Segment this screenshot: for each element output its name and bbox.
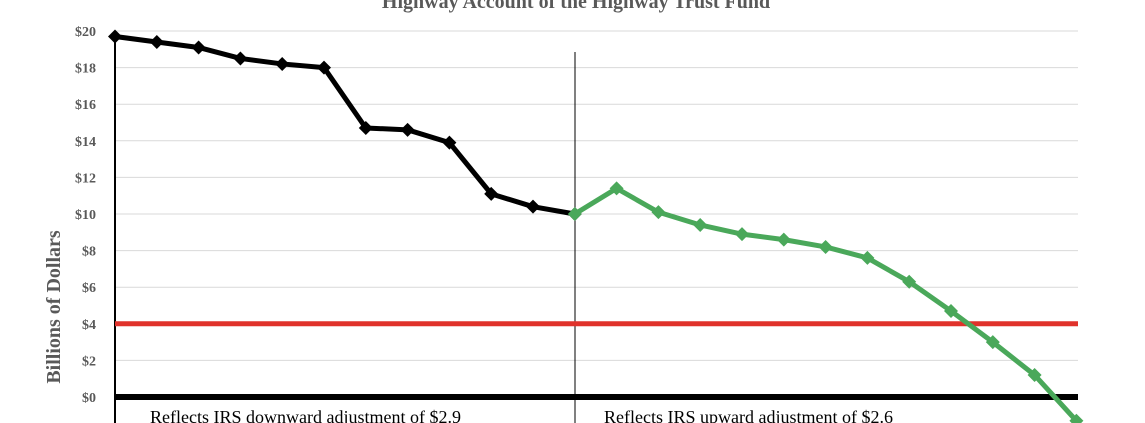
data-point	[693, 217, 708, 232]
data-point	[735, 227, 749, 242]
gridlines	[115, 30, 1078, 361]
annotation-downward-adjustment: Reflects IRS downward adjustment of $2.9	[150, 407, 461, 423]
data-point	[442, 135, 457, 150]
series-line-1	[114, 34, 576, 217]
data-point	[400, 122, 415, 137]
data-point	[1027, 368, 1042, 383]
y-tick-label: $16	[75, 98, 96, 113]
data-point	[609, 181, 624, 196]
data-point	[818, 239, 833, 254]
y-tick-label: $12	[75, 171, 96, 186]
y-tick-labels: $0 $2 $4 $6 $8 $10 $12 $14 $16 $18 $20	[75, 25, 96, 406]
data-point	[275, 56, 290, 71]
series-layer	[108, 29, 1084, 423]
y-tick-label: $4	[82, 318, 96, 333]
y-tick-label: $6	[82, 281, 96, 296]
data-point	[860, 250, 875, 265]
data-point	[651, 205, 666, 220]
y-tick-label: $14	[75, 135, 96, 150]
data-point	[358, 120, 373, 135]
y-tick-label: $2	[82, 354, 96, 369]
data-point	[191, 40, 206, 55]
data-point	[149, 34, 164, 49]
y-tick-label: $18	[75, 62, 96, 77]
data-point	[317, 60, 331, 75]
chart-title: Highway Account of the Highway Trust Fun…	[382, 0, 770, 13]
data-point	[944, 303, 958, 318]
annotation-upward-adjustment: Reflects IRS upward adjustment of $2.6	[604, 407, 893, 423]
data-point	[108, 29, 122, 44]
data-point	[526, 199, 540, 214]
data-point	[902, 274, 917, 289]
y-tick-label: $10	[75, 208, 96, 223]
data-point	[1069, 413, 1084, 423]
y-tick-label: $8	[82, 245, 96, 260]
data-point	[233, 51, 248, 66]
data-point	[567, 207, 582, 221]
y-tick-label: $20	[75, 25, 96, 40]
series-line-2	[573, 185, 1079, 423]
y-axis-label: Billions of Dollars	[43, 230, 65, 384]
y-tick-label: $0	[82, 391, 96, 406]
data-point	[484, 186, 499, 201]
data-point	[985, 335, 1000, 350]
data-point	[776, 232, 791, 247]
